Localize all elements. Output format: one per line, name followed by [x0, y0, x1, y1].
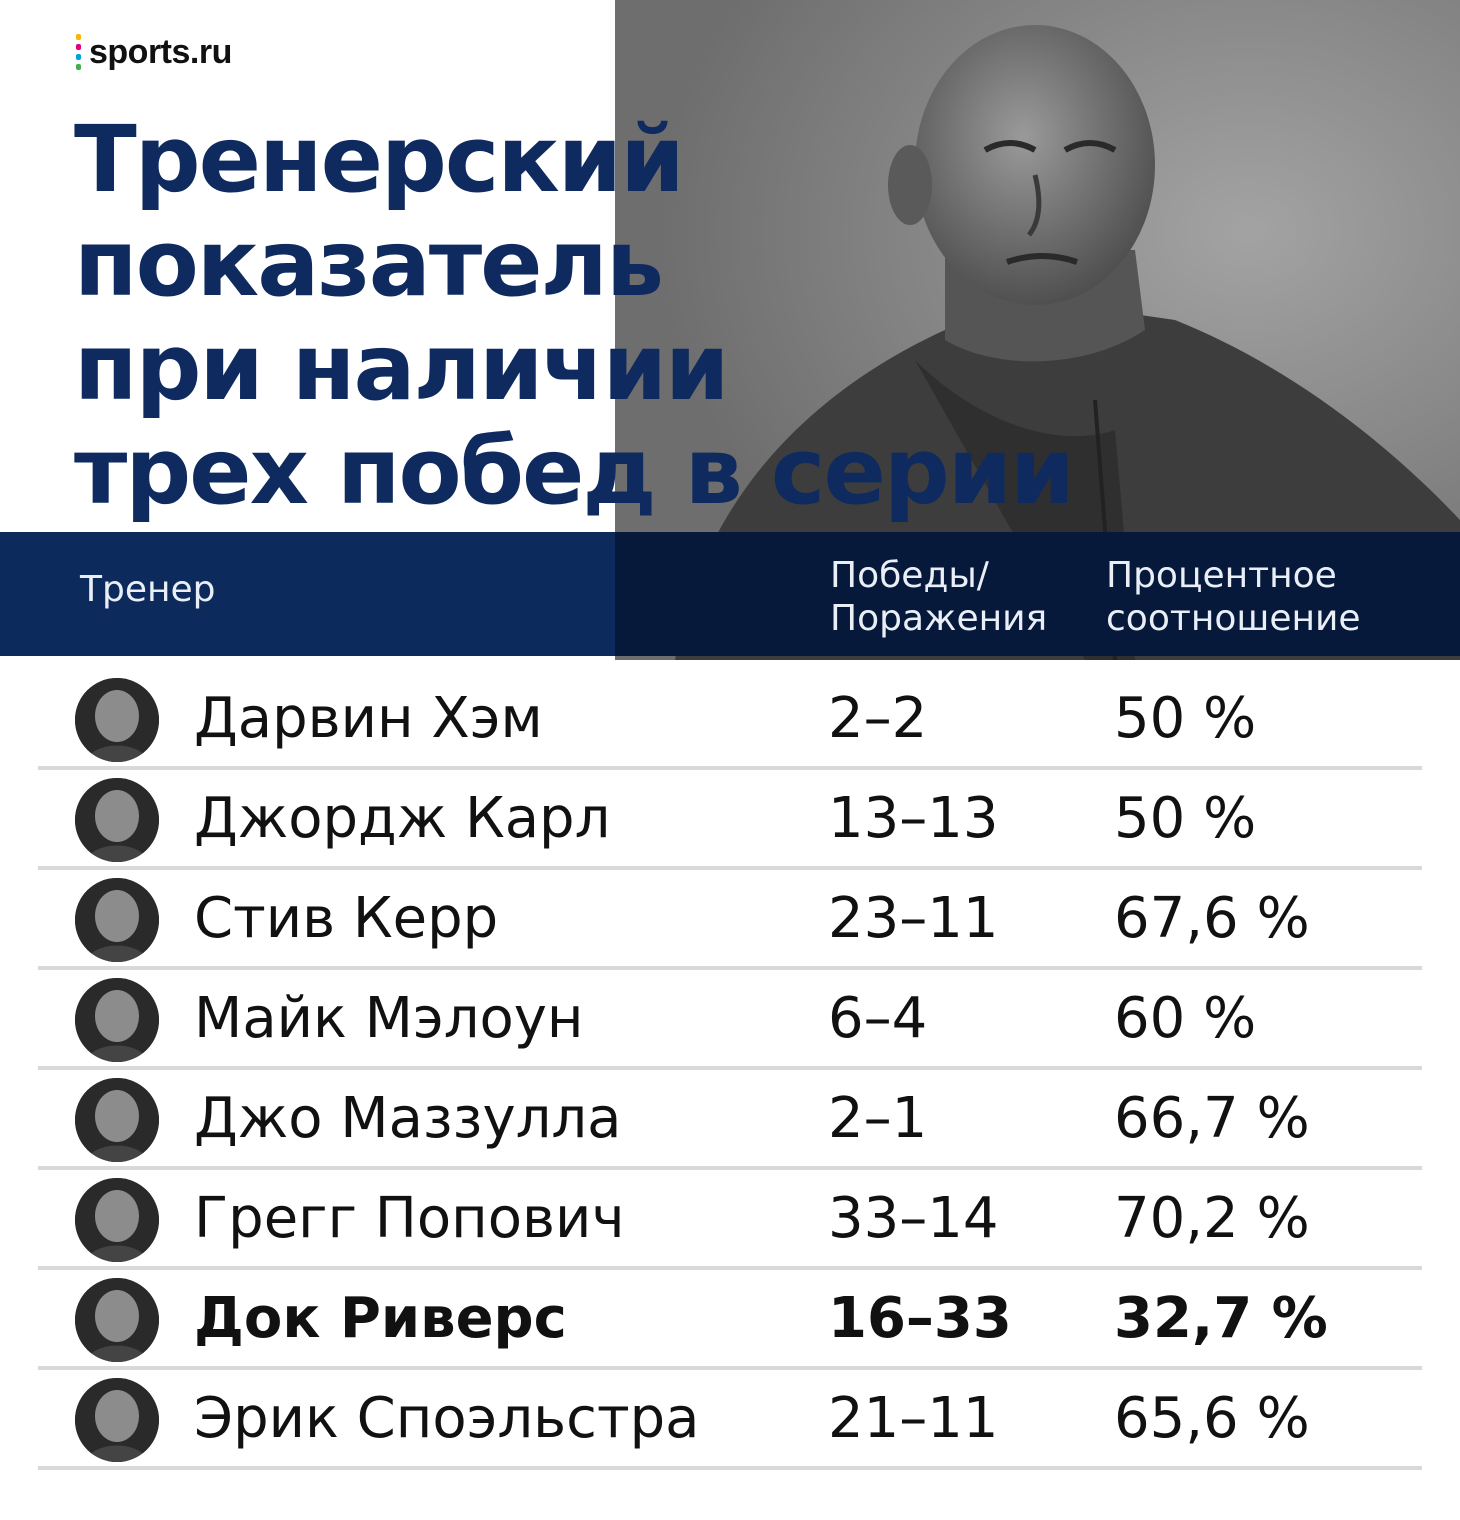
- row-divider: [38, 1366, 1422, 1370]
- page-title: Тренерский показатель при наличии трех п…: [74, 108, 1174, 524]
- coach-percentage: 50 %: [1114, 786, 1257, 851]
- title-line-2: показатель: [74, 210, 664, 317]
- row-divider: [38, 766, 1422, 770]
- sports-ru-logo: sports.ru: [76, 30, 232, 74]
- column-header-pct-line2: соотношение: [1106, 598, 1361, 639]
- coach-avatar: [75, 878, 159, 962]
- coach-wins-losses: 21–11: [828, 1386, 999, 1451]
- coach-percentage: 60 %: [1114, 986, 1257, 1051]
- logo-dot: [76, 44, 81, 50]
- coach-avatar: [75, 1278, 159, 1362]
- coach-percentage: 67,6 %: [1114, 886, 1310, 951]
- coach-name: Стив Керр: [194, 886, 499, 951]
- coach-wins-losses: 33–14: [828, 1186, 999, 1251]
- header-bar-overlay: [615, 532, 1460, 656]
- coach-avatar: [75, 1378, 159, 1462]
- coach-avatar: [75, 778, 159, 862]
- coach-name: Майк Мэлоун: [194, 986, 584, 1051]
- logo-dot: [76, 54, 81, 60]
- title-line-3: при наличии: [74, 314, 730, 421]
- table-row: Стив Керр 23–11 67,6 %: [0, 870, 1460, 970]
- coach-name: Док Риверс: [194, 1286, 567, 1351]
- logo-text: sports.ru: [89, 32, 232, 71]
- coach-silhouette: [615, 0, 1460, 660]
- row-divider: [38, 966, 1422, 970]
- table-row: Майк Мэлоун 6–4 60 %: [0, 970, 1460, 1070]
- coach-photo: [615, 0, 1460, 660]
- coach-name: Эрик Споэльстра: [194, 1386, 700, 1451]
- coach-wins-losses: 6–4: [828, 986, 928, 1051]
- row-divider: [38, 866, 1422, 870]
- coach-wins-losses: 23–11: [828, 886, 999, 951]
- column-header-pct-line1: Процентное: [1106, 555, 1337, 596]
- column-header-percentage: Процентное соотношение: [1106, 554, 1361, 640]
- row-divider: [38, 1266, 1422, 1270]
- column-header-wins-losses: Победы/ Поражения: [830, 554, 1047, 640]
- coach-name: Джо Маззулла: [194, 1086, 622, 1151]
- coach-avatar: [75, 678, 159, 762]
- logo-dots-icon: [76, 34, 81, 70]
- logo-dot: [76, 34, 81, 40]
- coach-avatar: [75, 1178, 159, 1262]
- logo-dot: [76, 64, 81, 70]
- coach-wins-losses: 16–33: [828, 1286, 1012, 1351]
- coach-percentage: 65,6 %: [1114, 1386, 1310, 1451]
- coach-name: Дарвин Хэм: [194, 686, 543, 751]
- coach-avatar: [75, 978, 159, 1062]
- title-line-1: Тренерский: [74, 106, 685, 213]
- column-header-wl-line2: Поражения: [830, 598, 1048, 639]
- coach-percentage: 32,7 %: [1114, 1286, 1328, 1351]
- coach-percentage: 70,2 %: [1114, 1186, 1310, 1251]
- coach-percentage: 50 %: [1114, 686, 1257, 751]
- table-row: Дарвин Хэм 2–2 50 %: [0, 670, 1460, 770]
- coach-wins-losses: 2–1: [828, 1086, 928, 1151]
- coach-wins-losses: 13–13: [828, 786, 999, 851]
- table-row: Джо Маззулла 2–1 66,7 %: [0, 1070, 1460, 1170]
- table-row: Грегг Попович 33–14 70,2 %: [0, 1170, 1460, 1270]
- column-header-wl-line1: Победы/: [830, 555, 989, 596]
- table-row: Джордж Карл 13–13 50 %: [0, 770, 1460, 870]
- coach-avatar: [75, 1078, 159, 1162]
- coach-wins-losses: 2–2: [828, 686, 928, 751]
- table-header-bar: [0, 532, 1460, 656]
- table-row-highlighted: Док Риверс 16–33 32,7 %: [0, 1270, 1460, 1370]
- coach-name: Грегг Попович: [194, 1186, 625, 1251]
- row-divider: [38, 1066, 1422, 1070]
- coach-name: Джордж Карл: [194, 786, 611, 851]
- table-row: Эрик Споэльстра 21–11 65,6 %: [0, 1370, 1460, 1470]
- title-line-4: трех побед в серии: [74, 418, 1075, 525]
- row-divider: [38, 1466, 1422, 1470]
- coach-percentage: 66,7 %: [1114, 1086, 1310, 1151]
- column-header-coach: Тренер: [80, 569, 216, 610]
- row-divider: [38, 1166, 1422, 1170]
